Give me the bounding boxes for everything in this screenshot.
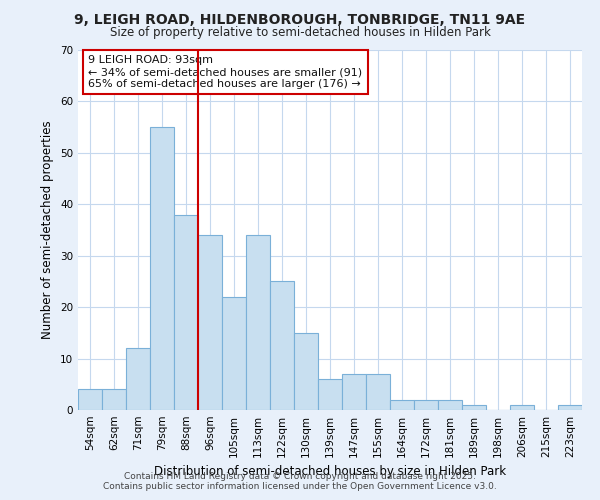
Text: Contains public sector information licensed under the Open Government Licence v3: Contains public sector information licen… — [103, 482, 497, 491]
Bar — [390, 400, 414, 410]
Bar — [366, 374, 390, 410]
Bar — [270, 282, 294, 410]
Bar — [102, 390, 126, 410]
Bar — [126, 348, 150, 410]
Text: Contains HM Land Registry data © Crown copyright and database right 2025.: Contains HM Land Registry data © Crown c… — [124, 472, 476, 481]
Bar — [174, 214, 198, 410]
Bar — [222, 297, 246, 410]
Bar — [414, 400, 438, 410]
Bar — [342, 374, 366, 410]
Text: 9 LEIGH ROAD: 93sqm
← 34% of semi-detached houses are smaller (91)
65% of semi-d: 9 LEIGH ROAD: 93sqm ← 34% of semi-detach… — [88, 56, 362, 88]
Bar — [462, 405, 486, 410]
Bar — [558, 405, 582, 410]
Bar — [78, 390, 102, 410]
Bar — [510, 405, 534, 410]
X-axis label: Distribution of semi-detached houses by size in Hilden Park: Distribution of semi-detached houses by … — [154, 466, 506, 478]
Bar — [150, 127, 174, 410]
Bar — [294, 333, 318, 410]
Bar — [438, 400, 462, 410]
Bar — [246, 235, 270, 410]
Bar — [198, 235, 222, 410]
Text: Size of property relative to semi-detached houses in Hilden Park: Size of property relative to semi-detach… — [110, 26, 490, 39]
Y-axis label: Number of semi-detached properties: Number of semi-detached properties — [41, 120, 55, 340]
Text: 9, LEIGH ROAD, HILDENBOROUGH, TONBRIDGE, TN11 9AE: 9, LEIGH ROAD, HILDENBOROUGH, TONBRIDGE,… — [74, 12, 526, 26]
Bar — [318, 379, 342, 410]
